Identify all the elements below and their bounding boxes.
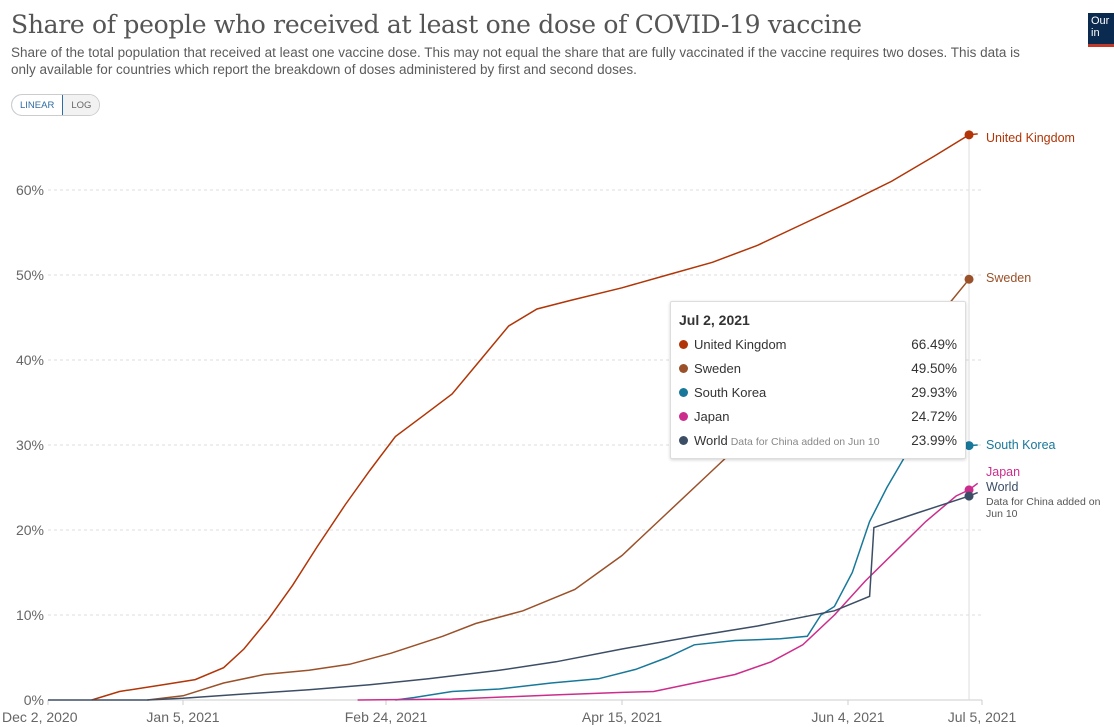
series-line-japan[interactable] [357,482,979,701]
end-label-south-korea[interactable]: South Korea [986,438,1056,452]
x-tick-label: Jul 5, 2021 [948,709,1017,725]
hover-point-japan [964,485,974,495]
tooltip-row: World Data for China added on Jun 10 23.99… [679,430,957,450]
x-tick-label: Jun 4, 2021 [811,709,884,725]
tooltip-series-value: 66.49% [911,336,957,352]
scale-toggle: LINEAR LOG [11,94,101,116]
hover-points [964,130,974,501]
end-label-japan[interactable]: Japan [986,465,1021,479]
legend-dot-icon [679,339,688,349]
x-tick-label: Jan 5, 2021 [146,709,219,725]
series-line-south-korea[interactable] [395,444,978,701]
tooltip-series-note: Data for China added on Jun 10 [730,435,880,448]
tooltip-series-name: United Kingdom [694,336,787,352]
hover-point-south-korea [964,441,974,451]
end-label-world-note: Data for China added on Jun 10 [986,496,1101,520]
x-axis: Dec 2, 2020 Jan 5, 2021 Feb 24, 2021 Apr 15… [2,700,1016,725]
tooltip: Jul 2, 2021 United Kingdom 66.49% Sweden 49… [670,301,966,459]
tooltip-series-name: Japan [694,408,730,424]
y-axis: 0% 10% 20% 30% 40% 50% 60% [16,182,44,708]
tooltip-series-value: 29.93% [911,384,957,400]
tooltip-series-value: 49.50% [911,360,957,376]
linear-scale-button[interactable]: LINEAR [12,95,64,115]
chart-subtitle: Share of the total population that recei… [11,45,1020,77]
x-tick-label: Feb 24, 2021 [345,709,428,725]
chart-title: Share of people who received at least on… [11,10,862,39]
legend-dot-icon [679,363,688,373]
tooltip-series-name: World Data for China added on Jun 10 [694,432,880,448]
y-tick-label: 60% [16,182,44,198]
series-line-united-kingdom[interactable] [91,133,978,701]
legend-dot-icon [679,387,688,397]
y-tick-label: 30% [16,437,44,453]
y-tick-label: 20% [16,522,44,538]
tooltip-series-value: 24.72% [911,408,957,424]
tooltip-row: United Kingdom 66.49% [679,334,957,354]
tooltip-series-name: South Korea [694,384,767,400]
end-label-world[interactable]: World [986,480,1019,494]
y-tick-label: 10% [16,607,44,623]
y-tick-label: 50% [16,267,44,283]
gridlines [48,189,982,701]
tooltip-row: Sweden 49.50% [679,358,957,378]
legend-dot-icon [679,411,688,421]
x-tick-label: Dec 2, 2020 [2,709,78,725]
hover-point-sweden [964,274,974,284]
tooltip-series-value: 23.99% [911,432,957,448]
tooltip-series-name: Sweden [694,360,741,376]
series-line-world[interactable] [48,491,978,701]
tooltip-row: South Korea 29.93% [679,382,957,402]
legend-dot-icon [679,435,688,445]
y-tick-label: 0% [24,692,44,708]
tooltip-date: Jul 2, 2021 [679,312,750,328]
x-tick-label: Apr 15, 2021 [582,709,662,725]
end-label-sweden[interactable]: Sweden [986,271,1032,285]
hover-point-united-kingdom [964,130,974,140]
tooltip-row: Japan 24.72% [679,406,957,426]
hover-point-world [964,491,974,501]
owid-logo[interactable]: Our in [1088,13,1114,47]
log-scale-button[interactable]: LOG [63,95,100,115]
end-label-united-kingdom[interactable]: United Kingdom [986,131,1075,145]
y-tick-label: 40% [16,352,44,368]
